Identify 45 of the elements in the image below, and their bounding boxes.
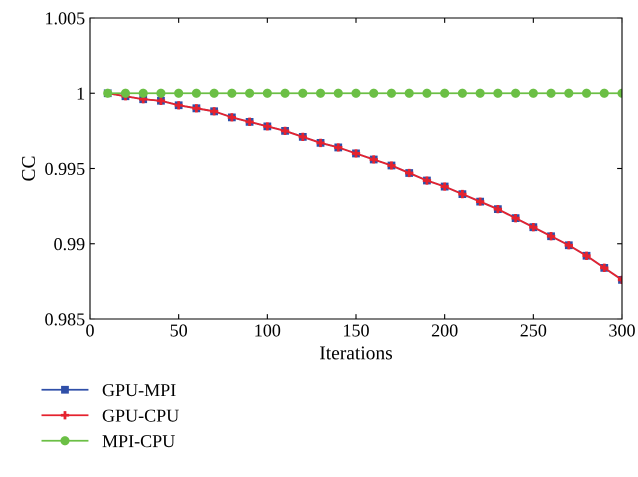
point xyxy=(546,88,556,98)
point xyxy=(511,88,520,98)
legend-label: GPU-CPU xyxy=(102,410,179,422)
x-tick-label: 200 xyxy=(432,324,458,337)
point xyxy=(227,88,236,98)
point xyxy=(528,88,538,98)
point xyxy=(245,88,254,98)
x-tick-label: 0 xyxy=(86,324,94,337)
x-tick-label: 250 xyxy=(520,324,546,337)
point xyxy=(440,88,450,98)
point xyxy=(192,88,201,98)
point xyxy=(120,88,130,98)
y-tick-label: 1 xyxy=(78,88,84,100)
point xyxy=(582,88,592,98)
point xyxy=(298,88,308,98)
point xyxy=(280,88,290,98)
point xyxy=(210,88,219,98)
x-axis-title: Iterations xyxy=(320,346,392,360)
point xyxy=(174,88,184,98)
y-axis-title: CC xyxy=(22,156,36,181)
point xyxy=(156,88,166,98)
legend-label: GPU-MPI xyxy=(102,384,176,396)
point xyxy=(422,88,432,98)
point xyxy=(351,88,361,98)
point xyxy=(386,88,396,98)
point xyxy=(334,88,343,98)
point xyxy=(316,88,326,98)
point xyxy=(369,88,378,98)
point xyxy=(458,88,467,98)
y-tick-label: 0.99 xyxy=(54,238,84,250)
y-tick-label: 0.995 xyxy=(45,162,84,176)
y-tick-label: 1.005 xyxy=(46,12,84,25)
x-tick-label: 150 xyxy=(344,324,369,337)
point xyxy=(404,88,414,98)
x-tick-label: 300 xyxy=(609,324,635,337)
x-tick-label: 50 xyxy=(170,324,188,337)
point xyxy=(138,88,148,98)
point xyxy=(476,88,485,98)
point xyxy=(564,88,574,98)
x-tick-label: 100 xyxy=(255,324,280,337)
point xyxy=(600,88,609,98)
point xyxy=(262,88,272,98)
y-tick-label: 0.985 xyxy=(45,313,84,326)
legend-label: MPI-CPU xyxy=(102,435,175,448)
point xyxy=(493,88,502,98)
